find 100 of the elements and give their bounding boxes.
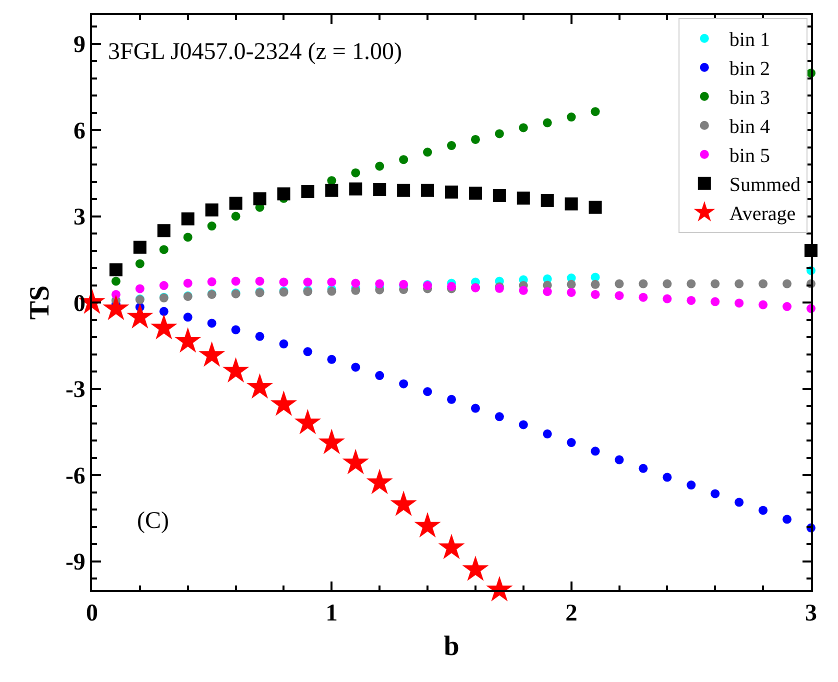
- point: [758, 300, 768, 310]
- point: [255, 332, 264, 341]
- point: [399, 155, 408, 164]
- point: [375, 162, 384, 171]
- point: [462, 556, 489, 581]
- point: [542, 287, 552, 296]
- point: [494, 129, 504, 138]
- legend-label: bin 3: [729, 87, 770, 110]
- x-tick-label: 2: [565, 600, 578, 627]
- y-tick-label: 0: [73, 290, 86, 317]
- point: [277, 187, 290, 200]
- point: [445, 186, 458, 199]
- point: [373, 183, 386, 196]
- point: [734, 279, 744, 288]
- y-tick-label: 6: [73, 118, 86, 144]
- point: [566, 288, 576, 297]
- point: [614, 455, 624, 464]
- point: [470, 134, 480, 144]
- point: [159, 281, 168, 290]
- point: [231, 325, 240, 334]
- point: [111, 290, 120, 299]
- point: [279, 339, 288, 348]
- point: [638, 464, 648, 473]
- point: [590, 107, 600, 116]
- point: [270, 390, 298, 416]
- point: [710, 489, 720, 498]
- point: [231, 212, 240, 221]
- point: [486, 576, 513, 602]
- point: [150, 314, 178, 340]
- point: [423, 148, 432, 157]
- point: [542, 118, 552, 128]
- point: [342, 448, 369, 474]
- point: [686, 279, 696, 288]
- y-tick-label: -6: [65, 463, 86, 490]
- point: [566, 280, 576, 289]
- point: [614, 291, 624, 300]
- point: [133, 240, 146, 254]
- point: [109, 263, 122, 276]
- point: [686, 296, 696, 305]
- point: [294, 408, 322, 434]
- x-tick-label: 1: [326, 600, 338, 627]
- point: [303, 347, 312, 356]
- point: [566, 112, 576, 122]
- point: [710, 297, 720, 306]
- x-axis-title: b: [444, 631, 460, 662]
- point: [614, 279, 624, 288]
- point: [255, 276, 264, 286]
- point: [159, 306, 168, 316]
- y-axis-title: TS: [24, 285, 56, 320]
- legend-label: Average: [729, 203, 796, 226]
- point: [205, 203, 218, 216]
- point: [468, 186, 482, 200]
- point: [662, 472, 672, 482]
- point: [590, 280, 600, 289]
- point: [351, 362, 360, 372]
- legend-label: bin 1: [729, 29, 770, 52]
- point: [102, 294, 130, 320]
- point: [207, 277, 216, 286]
- point: [399, 379, 408, 388]
- point: [590, 290, 600, 299]
- legend-label: bin 4: [729, 116, 770, 138]
- point: [438, 534, 465, 560]
- point: [375, 279, 384, 288]
- legend-label: bin 5: [729, 145, 770, 168]
- point: [734, 298, 744, 308]
- point: [447, 394, 456, 404]
- point: [662, 279, 672, 288]
- point: [231, 276, 240, 286]
- point: [181, 212, 194, 226]
- point: [423, 387, 432, 396]
- point: [207, 318, 216, 328]
- point: [111, 276, 120, 286]
- point: [397, 184, 410, 197]
- point: [447, 141, 456, 150]
- point: [183, 278, 192, 288]
- point: [414, 512, 441, 538]
- point: [207, 222, 216, 231]
- point: [375, 371, 384, 380]
- point: [253, 192, 266, 206]
- y-tick-label: 9: [73, 32, 86, 58]
- point: [303, 278, 312, 287]
- x-tick-label: 3: [805, 600, 817, 627]
- point: [198, 341, 226, 367]
- annotation: (C): [137, 508, 169, 534]
- point: [782, 279, 792, 288]
- point: [566, 438, 576, 448]
- point: [229, 196, 242, 210]
- point: [366, 468, 393, 494]
- point: [246, 373, 274, 399]
- point: [349, 182, 362, 196]
- point: [351, 278, 360, 288]
- point: [492, 189, 506, 202]
- point: [183, 232, 192, 242]
- point: [159, 245, 168, 254]
- point: [518, 123, 528, 132]
- point: [518, 420, 528, 430]
- point: [710, 279, 720, 288]
- point: [157, 224, 170, 238]
- point: [447, 282, 456, 291]
- point: [174, 327, 202, 353]
